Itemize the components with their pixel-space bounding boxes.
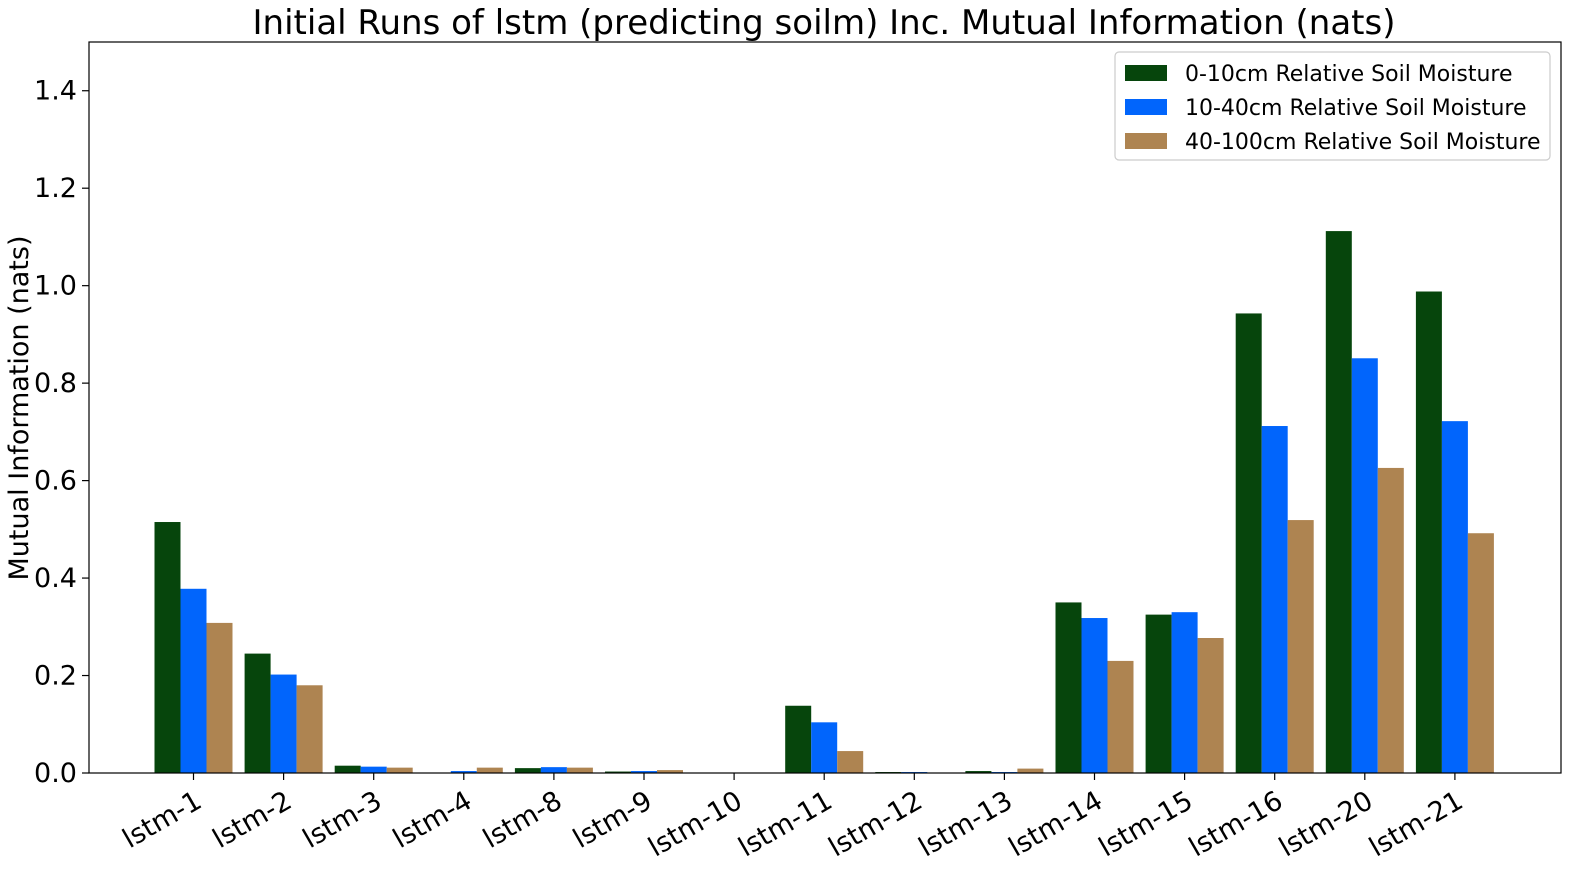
- bar-lstm-15-series-2: [1171, 612, 1198, 773]
- bar-lstm-11-series-2: [811, 722, 838, 773]
- x-tick-label: lstm-3: [298, 785, 387, 855]
- bar-lstm-8-series-1: [514, 768, 541, 773]
- bar-lstm-16-series-1: [1235, 313, 1262, 773]
- bar-lstm-11-series-3: [837, 751, 864, 773]
- y-tick-label: 0.6: [34, 466, 77, 497]
- legend-entry-2: 10-40cm Relative Soil Moisture: [1185, 96, 1526, 121]
- chart-title: Initial Runs of lstm (predicting soilm) …: [253, 3, 1396, 43]
- bar-lstm-9-series-3: [657, 770, 683, 773]
- bar-lstm-9-series-2: [631, 771, 657, 773]
- bar-lstm-1-series-1: [154, 522, 181, 773]
- bar-lstm-16-series-3: [1287, 520, 1314, 773]
- x-tick-label: lstm-20: [1274, 785, 1378, 863]
- bar-lstm-4-series-3: [476, 767, 503, 773]
- bar-lstm-21-series-3: [1467, 533, 1494, 773]
- bar-lstm-21-series-1: [1415, 291, 1442, 773]
- y-tick-label: 0.8: [34, 368, 77, 399]
- x-tick-label: lstm-9: [568, 785, 657, 855]
- x-tick-label: lstm-16: [1184, 785, 1288, 863]
- bar-lstm-3-series-3: [386, 767, 413, 773]
- bar-lstm-15-series-3: [1197, 638, 1224, 773]
- x-tick-label: lstm-12: [823, 785, 927, 863]
- legend-entry-1: 0-10cm Relative Soil Moisture: [1185, 62, 1513, 87]
- bar-lstm-15-series-1: [1145, 614, 1172, 773]
- bar-lstm-20-series-3: [1377, 467, 1404, 773]
- bar-lstm-1-series-3: [206, 622, 233, 773]
- x-tick-label: lstm-14: [1004, 785, 1108, 863]
- bar-lstm-8-series-3: [566, 767, 593, 773]
- x-tick-label: lstm-10: [643, 785, 747, 863]
- bar-lstm-3-series-2: [360, 766, 387, 773]
- y-tick-label: 1.0: [34, 271, 77, 302]
- bar-lstm-13-series-1: [965, 771, 992, 773]
- y-tick-label: 0.2: [34, 661, 77, 692]
- bar-lstm-14-series-3: [1107, 660, 1134, 773]
- bar-lstm-2-series-3: [296, 685, 323, 773]
- x-tick-label: lstm-15: [1094, 785, 1198, 863]
- bar-lstm-21-series-2: [1441, 421, 1468, 773]
- bar-lstm-20-series-2: [1351, 358, 1378, 773]
- bar-lstm-20-series-1: [1325, 231, 1352, 774]
- y-tick-label: 1.4: [34, 76, 77, 107]
- bar-lstm-13-series-3: [1017, 768, 1044, 773]
- bar-lstm-3-series-1: [334, 765, 361, 773]
- legend-swatch-3: [1125, 133, 1167, 149]
- x-tick-label: lstm-8: [478, 785, 567, 855]
- bar-lstm-4-series-2: [450, 771, 477, 773]
- y-tick-label: 0.4: [34, 563, 77, 594]
- bar-lstm-9-series-1: [605, 771, 631, 773]
- x-tick-label: lstm-4: [388, 785, 477, 855]
- x-tick-label: lstm-11: [733, 785, 837, 863]
- bar-lstm-8-series-2: [540, 767, 567, 773]
- bar-lstm-16-series-2: [1261, 426, 1288, 773]
- bar-lstm-2-series-1: [244, 653, 271, 773]
- y-tick-label: 0.0: [34, 758, 77, 789]
- legend-swatch-2: [1125, 99, 1167, 115]
- bar-lstm-2-series-2: [270, 674, 297, 773]
- bar-lstm-14-series-1: [1055, 602, 1082, 773]
- plot-frame: [88, 41, 1562, 774]
- legend-entry-3: 40-100cm Relative Soil Moisture: [1185, 130, 1540, 155]
- legend: 0-10cm Relative Soil Moisture 10-40cm Rel…: [1114, 51, 1551, 161]
- y-axis-label: Mutual Information (nats): [4, 236, 35, 581]
- y-tick-label: 1.2: [34, 173, 77, 204]
- bar-lstm-11-series-1: [785, 705, 812, 773]
- bar-lstm-1-series-2: [180, 588, 207, 773]
- x-tick-label: lstm-13: [914, 785, 1018, 863]
- x-tick-label: lstm-1: [118, 785, 207, 855]
- x-tick-label: lstm-2: [208, 785, 297, 855]
- legend-swatch-1: [1125, 65, 1167, 81]
- x-tick-label: lstm-21: [1364, 785, 1468, 863]
- legend-box: [1114, 51, 1551, 161]
- bar-lstm-14-series-2: [1081, 618, 1108, 773]
